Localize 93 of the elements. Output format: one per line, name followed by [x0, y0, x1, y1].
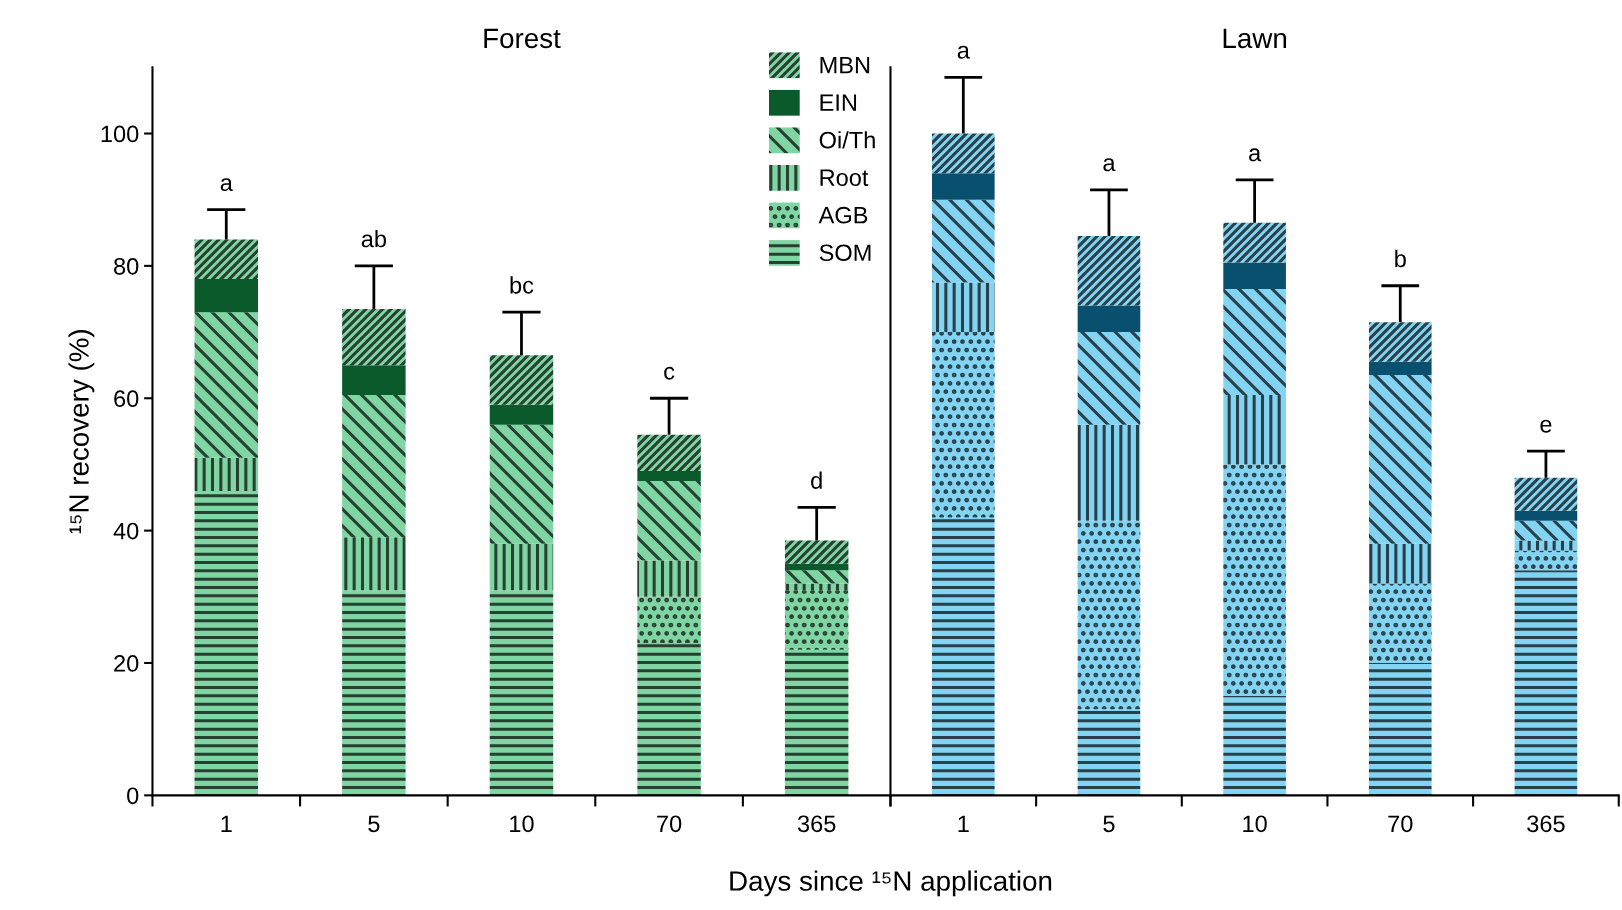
legend-label: EIN [820, 94, 857, 111]
x-tick-label: 365 [1527, 815, 1565, 833]
y-tick-label: 80 [114, 257, 139, 275]
bar [342, 537, 406, 591]
y-tick-label: 60 [114, 390, 139, 408]
y-axis-title: ¹⁵N recovery (%) [68, 330, 95, 534]
bar [194, 490, 258, 796]
bar [931, 332, 995, 518]
bar [637, 471, 701, 481]
annotation: c [664, 366, 675, 380]
y-tick-label: 20 [114, 655, 139, 672]
annotation: a [220, 178, 233, 192]
bar [1368, 543, 1432, 584]
x-tick-label: 10 [510, 815, 534, 833]
y-tick-label: 100 [101, 125, 139, 143]
x-tick-label: 1 [221, 815, 232, 832]
bar [1077, 236, 1141, 306]
chart-title: Lawn [1223, 28, 1287, 49]
bar [1077, 520, 1141, 710]
bar [931, 517, 995, 796]
annotation: a [1249, 148, 1262, 162]
bar [784, 563, 849, 571]
bar [1223, 222, 1286, 263]
bar [637, 596, 701, 644]
x-tick-label: 1 [958, 815, 969, 832]
legend-label: AGB [818, 206, 868, 224]
bar [931, 199, 995, 283]
bar [784, 570, 849, 584]
bar [1077, 332, 1141, 425]
bar [637, 560, 701, 597]
annotation: b [1395, 249, 1406, 268]
bar [1368, 361, 1432, 376]
bar [637, 643, 701, 796]
bar [784, 649, 849, 796]
legend-label: SOM [819, 244, 871, 262]
bar [342, 394, 406, 538]
x-tick-label: 5 [1103, 815, 1115, 833]
x-tick-label: 70 [657, 815, 682, 833]
bar [489, 543, 554, 591]
legend-label: Oi/Th [819, 131, 875, 149]
x-tick-label: 365 [797, 815, 836, 833]
bar [342, 590, 406, 796]
bar [1368, 662, 1432, 796]
bar [194, 279, 258, 313]
bar [1223, 394, 1286, 465]
bar [489, 424, 554, 544]
bar [1223, 262, 1286, 290]
x-axis-title: Days since ¹⁵N application [730, 870, 1052, 897]
bar [1514, 540, 1578, 551]
bar [1514, 550, 1578, 571]
annotation: d [811, 471, 822, 489]
y-tick-label: 0 [127, 787, 139, 805]
x-tick-label: 5 [368, 815, 380, 833]
bar [784, 583, 849, 591]
bar [637, 434, 701, 472]
annotation: ab [361, 229, 387, 248]
bar [489, 355, 554, 405]
annotation: e [1540, 419, 1552, 433]
y-tick-label: 40 [113, 522, 139, 540]
bar [342, 308, 406, 366]
bar [1514, 570, 1578, 796]
bar [784, 590, 849, 650]
annotation: bc [510, 276, 534, 294]
bar [1223, 696, 1286, 796]
bar [1223, 289, 1286, 395]
bar [1514, 477, 1578, 511]
annotation: a [1103, 158, 1116, 172]
bar [1223, 464, 1286, 697]
bar [931, 282, 995, 333]
legend-label: MBN [820, 56, 870, 74]
bar [1368, 583, 1432, 663]
bar [1514, 520, 1578, 541]
bar [1368, 375, 1432, 544]
x-tick-label: 70 [1388, 815, 1413, 833]
bar [784, 540, 849, 564]
legend-label: Root [820, 169, 869, 187]
bar [931, 133, 995, 174]
bar [1514, 510, 1578, 521]
chart-title: Forest [484, 28, 561, 49]
bar [194, 239, 258, 280]
bar [1077, 305, 1141, 333]
bar [1077, 424, 1141, 521]
bar [342, 365, 406, 395]
bar [931, 173, 995, 200]
bar [489, 404, 554, 425]
bar [1077, 709, 1141, 796]
bar [637, 480, 701, 561]
annotation: a [957, 45, 970, 59]
bar [489, 590, 554, 796]
bar [194, 457, 258, 491]
bar [1368, 322, 1432, 362]
bar [194, 312, 258, 458]
x-tick-label: 10 [1243, 815, 1267, 833]
